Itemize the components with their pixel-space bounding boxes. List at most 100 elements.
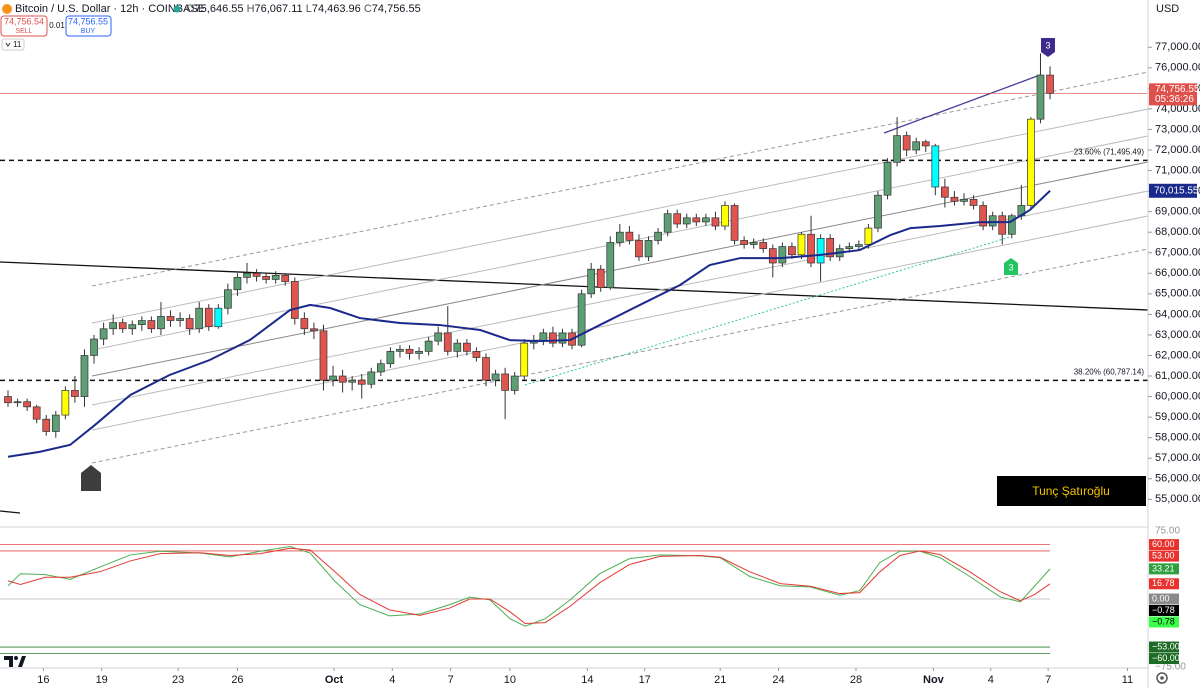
candle-body [357, 379, 366, 385]
candle-body [252, 272, 261, 277]
markers: 3 3 [81, 38, 1055, 491]
sell-label[interactable]: SELL [15, 28, 32, 35]
y-tick-label: 58,000.00 [1155, 432, 1200, 444]
ohlc-key: L [306, 3, 312, 15]
y-tick-label: 71,000.00 [1155, 164, 1200, 176]
buy-price[interactable]: 74,756.55 [68, 16, 108, 26]
candle-body [749, 242, 758, 245]
candle-body [415, 351, 423, 354]
candle-body [4, 396, 12, 404]
candle-body [1027, 118, 1035, 206]
ohlc-key: H [247, 3, 255, 15]
indicators-toggle[interactable]: 11 [1, 38, 25, 51]
candle-body [185, 318, 194, 330]
candle-body [702, 217, 710, 223]
ma-price-badge [1149, 183, 1197, 198]
candle-body [61, 390, 70, 416]
sell-price[interactable]: 74,756.54 [4, 16, 44, 26]
gear[interactable] [1156, 672, 1168, 684]
y-tick-label: 67,000.00 [1155, 247, 1200, 259]
candle-body [137, 320, 146, 326]
candle-body [147, 320, 156, 330]
candle-body [13, 401, 22, 404]
osc-tick-label: −75.00 [1155, 662, 1186, 673]
osc-label: −60.00 [1152, 653, 1180, 663]
candle-body [740, 240, 748, 245]
trend-line [883, 74, 1041, 134]
fib-label: 38.20% (60,787.14) [1074, 368, 1145, 377]
x-tick-label: 16 [37, 674, 49, 686]
y-tick-label: 66,000.00 [1155, 267, 1200, 279]
settings-button[interactable] [1156, 672, 1168, 684]
gear-center[interactable] [1160, 676, 1164, 680]
watermark-box [997, 476, 1146, 506]
candle-body [615, 231, 624, 243]
candle-body [32, 406, 41, 420]
candle-body [166, 316, 175, 321]
candle-body [759, 242, 768, 249]
candle-body [310, 328, 318, 332]
candle-body [396, 348, 404, 352]
spread: 0.01 [49, 21, 65, 30]
buy-button[interactable]: 74,756.55 BUY [65, 15, 112, 37]
candle-body [663, 213, 672, 233]
sell-box[interactable] [0, 15, 48, 37]
candle-body [443, 332, 452, 352]
osc-label-box [1149, 641, 1179, 653]
watermark: Tunç Şatıroğlu [1032, 484, 1110, 498]
channel-line [91, 108, 1149, 324]
candle-body [424, 340, 433, 352]
y-tick-label: 60,000.00 [1155, 390, 1200, 402]
ohlc-value: 74,463.96 [312, 3, 361, 15]
toggle-box[interactable] [1, 38, 25, 51]
osc-label: 60.00 [1152, 539, 1175, 549]
chevron[interactable] [5, 42, 11, 47]
candle-body [348, 379, 357, 383]
osc-label: 53.00 [1152, 550, 1175, 560]
candle-body [874, 194, 882, 229]
candle-body [491, 373, 500, 381]
osc-label-box [1149, 616, 1179, 628]
trend-line [524, 236, 1011, 386]
candle-body [23, 401, 31, 408]
candle-body [319, 330, 328, 381]
candle-body [434, 332, 443, 342]
sell-button[interactable]: 74,756.54 SELL [0, 15, 48, 37]
osc-label-box [1149, 593, 1179, 605]
buy-label[interactable]: BUY [81, 28, 96, 35]
candle-body [510, 375, 519, 391]
y-tick-label: 62,000.00 [1155, 349, 1200, 361]
candle-body [195, 307, 204, 330]
candle-body [941, 186, 949, 198]
candle-body [635, 240, 643, 258]
candle-body [80, 355, 89, 397]
channel-line [91, 190, 1149, 406]
candle-body [692, 217, 701, 223]
trend-line [0, 510, 21, 514]
y-tick-label: 65,000.00 [1155, 288, 1200, 300]
logo-part [18, 656, 26, 667]
status-dot [173, 5, 181, 13]
indicators-count[interactable]: 11 [13, 40, 22, 49]
axis: 77,000.0076,000.0075,000.0074,000.0073,0… [37, 41, 1200, 686]
y-tick-label: 76,000.00 [1155, 62, 1200, 74]
marker-badge [1004, 258, 1018, 275]
candle-body [128, 324, 137, 330]
candle-body [587, 268, 596, 295]
osc-label: −53.00 [1152, 641, 1180, 651]
buy-box[interactable] [65, 15, 112, 37]
candle-body [118, 322, 127, 330]
candle-body [577, 293, 586, 346]
candle-body [501, 373, 509, 391]
candle-body [826, 238, 835, 258]
candle-body [931, 145, 940, 188]
candle-body [921, 141, 930, 147]
candle-body [176, 318, 184, 321]
x-tick-label: Oct [325, 674, 344, 686]
x-tick-label: 14 [581, 674, 593, 686]
drawings [0, 71, 1149, 514]
osc-tick-label: 75.00 [1155, 526, 1180, 537]
candle-body [558, 332, 567, 344]
candle-body [386, 351, 395, 365]
y-tick-label: 61,000.00 [1155, 370, 1200, 382]
